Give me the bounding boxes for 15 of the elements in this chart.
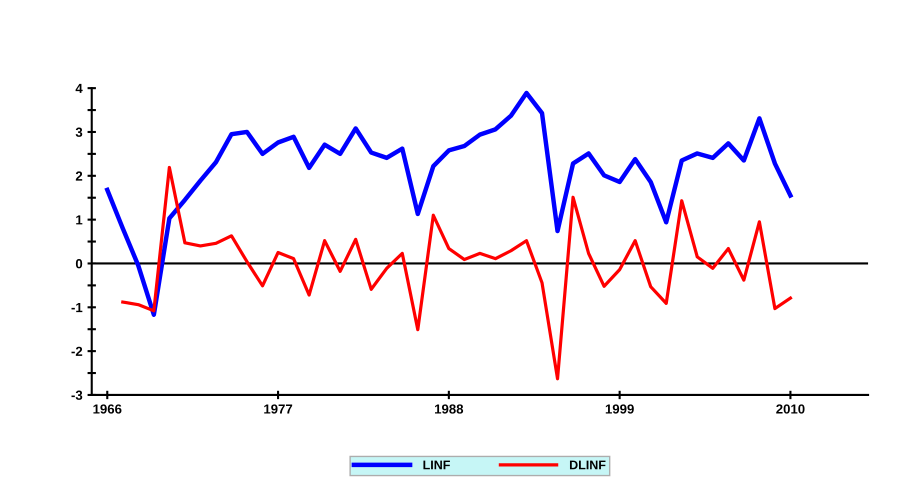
- x-tick-label: 1988: [435, 404, 464, 414]
- x-tick-label: 2010: [776, 404, 805, 414]
- y-tick-label: -2: [71, 346, 82, 356]
- x-tick-label: 1977: [264, 404, 292, 414]
- y-tick-label: 1: [76, 215, 82, 224]
- y-tick-label: 0: [76, 259, 82, 268]
- y-tick-label: 2: [76, 171, 82, 181]
- x-tick-label: 1999: [606, 404, 634, 414]
- legend-label: DLINF: [570, 460, 606, 470]
- legend-label: LINF: [423, 460, 450, 470]
- y-tick-label: 3: [76, 128, 82, 137]
- y-tick-label: -1: [71, 303, 82, 312]
- y-tick-label: -3: [71, 390, 82, 400]
- x-tick-label: 1966: [93, 404, 122, 414]
- y-tick-label: 4: [76, 84, 83, 93]
